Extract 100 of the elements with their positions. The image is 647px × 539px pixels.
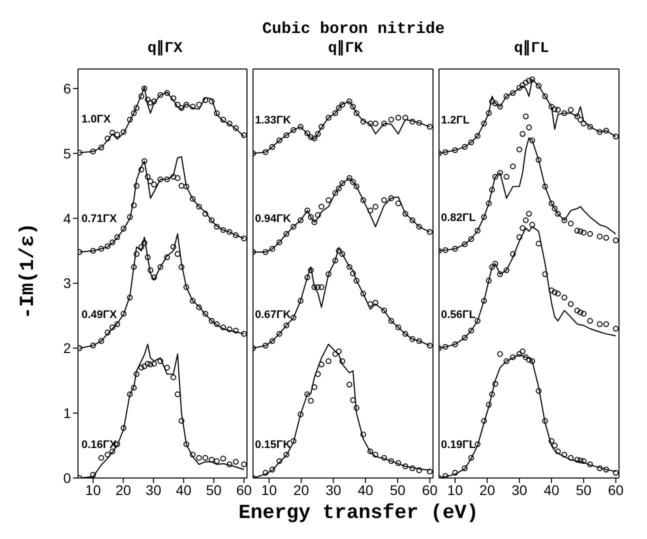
point [416, 467, 422, 474]
point [350, 179, 356, 185]
point [526, 78, 532, 84]
point [220, 227, 226, 233]
point [134, 105, 140, 111]
point [504, 93, 510, 100]
point [148, 267, 154, 274]
point [578, 228, 584, 234]
y-tick-label: 4 [63, 210, 72, 226]
point [298, 411, 304, 418]
point [426, 468, 433, 474]
point [276, 458, 282, 464]
point [232, 232, 239, 238]
series-label: 1.33ΓK [255, 114, 292, 126]
point [481, 120, 487, 126]
point [290, 127, 296, 133]
point [214, 321, 220, 328]
x-tick-label: 30 [146, 482, 162, 498]
point [276, 239, 282, 246]
point [372, 452, 378, 458]
point [315, 284, 321, 290]
chart-title: q∥ΓL [512, 39, 550, 59]
point [144, 96, 151, 102]
x-tick-label: 50 [576, 482, 592, 498]
point [326, 271, 332, 278]
point [226, 229, 232, 235]
point [276, 330, 282, 337]
y-tick-label: 0 [63, 470, 72, 486]
point [442, 344, 448, 350]
point [332, 258, 338, 264]
chart-title: q∥ΓX [146, 39, 184, 59]
chart-title: q∥ΓK [326, 39, 364, 59]
point [318, 361, 324, 368]
point [130, 384, 137, 391]
point [141, 86, 148, 92]
point [612, 134, 619, 140]
point [522, 80, 529, 86]
point [214, 110, 220, 116]
point [170, 244, 176, 250]
point [497, 271, 503, 278]
series-label: 0.94ΓK [255, 213, 292, 226]
x-tick-label: 60 [236, 482, 252, 498]
series-label: 0.19ΓL [441, 439, 476, 451]
point [426, 229, 433, 235]
point [548, 438, 554, 444]
point [144, 254, 151, 260]
point [552, 106, 558, 112]
point [130, 202, 137, 208]
point [104, 330, 110, 336]
point [561, 217, 568, 224]
point [426, 124, 433, 130]
point [262, 342, 268, 348]
point [580, 230, 587, 236]
point [603, 128, 610, 134]
point [308, 134, 314, 140]
point [612, 470, 619, 476]
x-tick-label: 60 [608, 482, 624, 498]
point [587, 461, 593, 468]
point [311, 219, 318, 226]
point [151, 98, 157, 104]
point [612, 326, 619, 332]
point [220, 456, 226, 462]
point [151, 274, 157, 280]
point [127, 116, 133, 123]
point [114, 321, 120, 328]
point [208, 318, 215, 324]
point [574, 228, 580, 234]
point [578, 458, 584, 464]
point [127, 214, 133, 220]
point [311, 284, 318, 290]
point [183, 284, 190, 290]
point [381, 197, 388, 204]
point [516, 84, 522, 91]
series-label: 0.71ΓX [82, 213, 118, 226]
point [308, 214, 314, 220]
point [262, 249, 268, 255]
point [220, 116, 226, 123]
point [208, 98, 215, 104]
point [202, 310, 208, 317]
point [381, 454, 388, 461]
point [141, 363, 148, 370]
point [410, 217, 416, 224]
point [174, 251, 180, 257]
point [402, 114, 408, 121]
point [596, 321, 603, 328]
point [526, 356, 532, 363]
point [290, 438, 296, 444]
point [548, 200, 554, 206]
point [529, 138, 536, 144]
point [315, 131, 321, 137]
point [555, 107, 561, 113]
point [497, 170, 503, 176]
point [98, 144, 104, 150]
point [298, 217, 304, 224]
point [504, 267, 510, 274]
y-tick-label: 6 [63, 80, 72, 96]
point [468, 139, 474, 146]
point [196, 454, 202, 461]
point [208, 456, 215, 463]
point [157, 92, 164, 98]
